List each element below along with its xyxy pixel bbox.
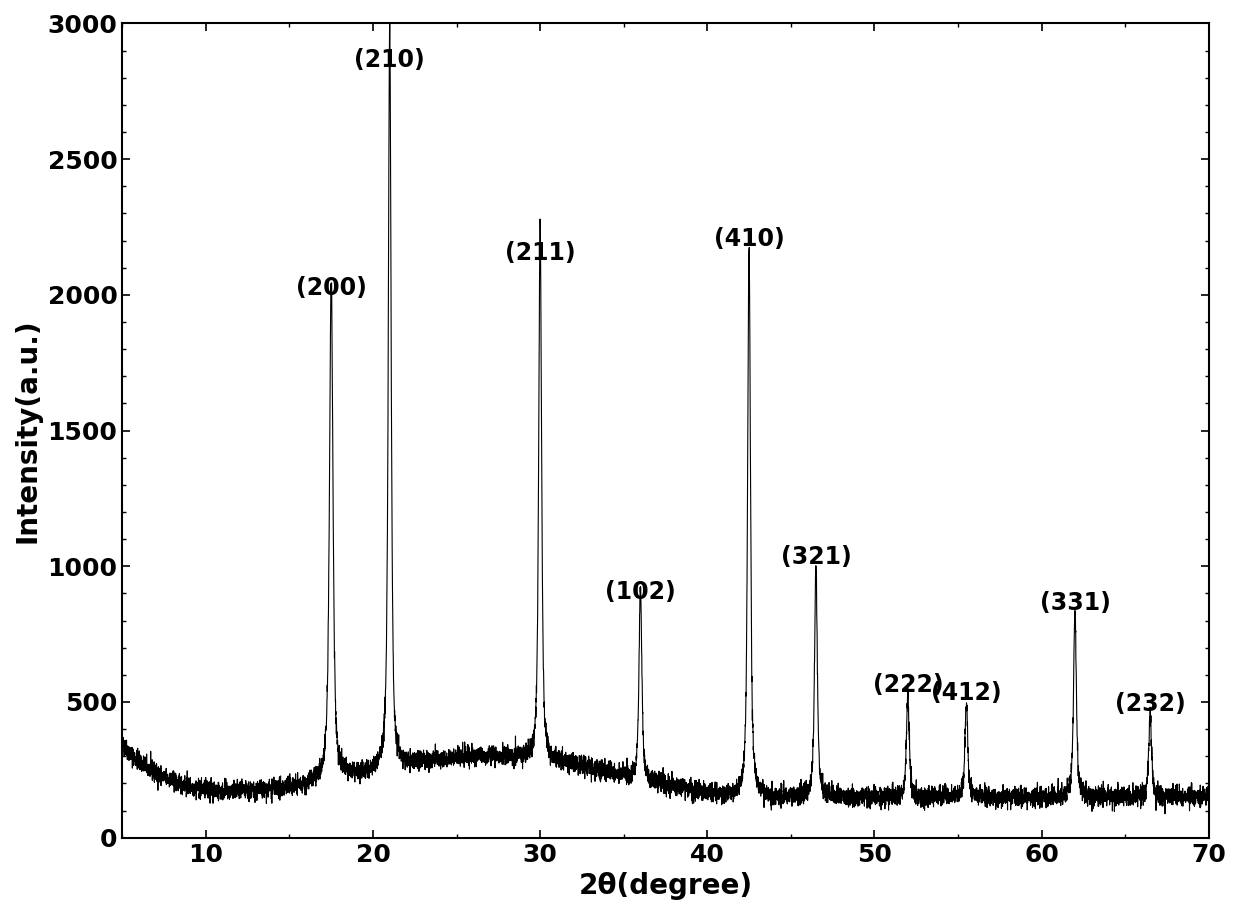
Text: (412): (412) — [931, 681, 1002, 705]
Text: (232): (232) — [1115, 692, 1185, 716]
Text: (102): (102) — [605, 580, 676, 604]
Text: (210): (210) — [355, 48, 425, 72]
X-axis label: 2θ(degree): 2θ(degree) — [578, 872, 753, 900]
Y-axis label: Intensity(a.u.): Intensity(a.u.) — [14, 318, 42, 543]
Text: (200): (200) — [296, 276, 367, 301]
Text: (410): (410) — [714, 228, 785, 251]
Text: (222): (222) — [873, 673, 944, 696]
Text: (211): (211) — [505, 241, 575, 265]
Text: (321): (321) — [780, 545, 852, 569]
Text: (331): (331) — [1039, 591, 1110, 615]
